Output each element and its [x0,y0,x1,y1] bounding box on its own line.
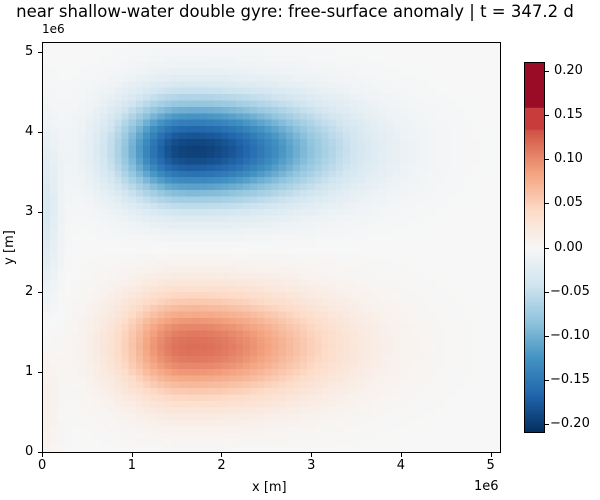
colorbar [524,62,545,433]
y-tick-mark [38,292,42,293]
x-tick-label: 2 [217,458,226,473]
y-tick-mark [38,52,42,53]
x-tick-mark [221,453,223,457]
chart-title: near shallow-water double gyre: free-sur… [16,2,574,21]
x-tick-label: 3 [307,458,316,473]
x-tick-label: 4 [396,458,406,473]
y-tick-mark [38,452,42,453]
x-tick-mark [311,453,313,457]
x-axis-label: x [m] [252,480,287,495]
y-tick-label: 1 [25,364,34,379]
colorbar-tick-label: −0.10 [550,327,590,343]
colorbar-tick-label: 0.20 [554,62,583,78]
y-tick-label: 3 [25,204,34,219]
colorbar-tick-mark [545,424,549,426]
x-tick-label: 5 [486,458,495,473]
y-tick-mark [38,372,42,373]
y-offset-label: 1e6 [42,22,65,36]
y-tick-mark [38,212,42,213]
x-tick-mark [42,453,43,457]
colorbar-tick-mark [545,291,549,293]
x-tick-mark [131,453,133,457]
colorbar-tick-mark [545,380,549,381]
y-tick-label: 4 [25,124,34,139]
colorbar-tick-mark [545,247,549,249]
colorbar-tick-mark [545,335,549,337]
colorbar-tick-label: 0.10 [554,151,583,167]
y-tick-label: 2 [25,284,34,299]
colorbar-tick-label: −0.20 [550,416,590,432]
x-tick-label: 1 [127,458,136,473]
colorbar-tick-label: 0.00 [554,239,583,255]
y-tick-label: 5 [25,44,34,59]
y-tick-mark [38,132,42,133]
x-tick-mark [400,453,402,457]
colorbar-tick-mark [545,203,549,205]
heatmap-plot-area [42,42,501,453]
colorbar-tick-label: −0.15 [550,372,590,387]
colorbar-tick-mark [545,159,549,161]
x-tick-label: 0 [38,458,47,473]
y-tick-label: 0 [25,444,34,459]
colorbar-tick-label: −0.05 [550,283,590,299]
y-axis-label: y [m] [1,230,17,265]
x-tick-mark [490,453,492,457]
colorbar-tick-label: 0.05 [554,195,583,211]
x-offset-label: 1e6 [474,479,499,494]
colorbar-tick-mark [545,70,549,72]
colorbar-tick-mark [545,115,549,116]
colorbar-tick-label: 0.15 [554,107,583,122]
